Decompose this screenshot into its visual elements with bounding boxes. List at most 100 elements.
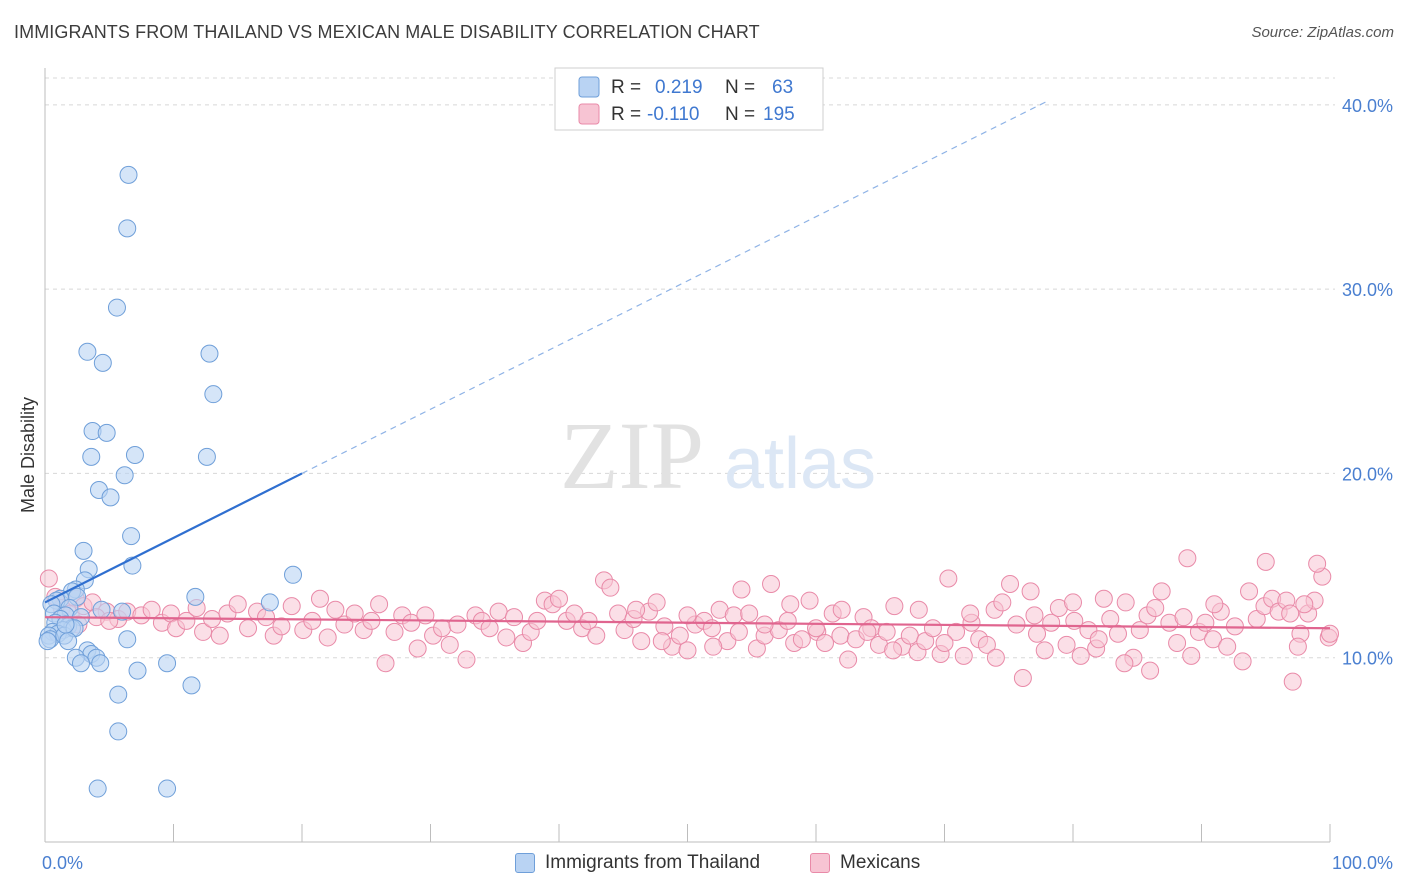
data-point-thailand — [71, 654, 90, 673]
data-point-mexicans — [1308, 554, 1327, 573]
data-point-thailand — [97, 423, 116, 442]
data-point-mexicans — [670, 626, 689, 645]
data-point-mexicans — [609, 604, 628, 623]
data-point-mexicans — [210, 626, 229, 645]
trend-line-thailand — [44, 472, 303, 604]
legend-r-label: R = — [611, 104, 641, 125]
data-point-mexicans — [1035, 641, 1054, 660]
data-point-mexicans — [1028, 624, 1047, 643]
legend-label-thailand: Immigrants from Thailand — [545, 852, 761, 873]
data-point-mexicans — [1108, 624, 1127, 643]
data-point-mexicans — [433, 619, 452, 638]
data-point-thailand — [93, 353, 112, 372]
data-point-mexicans — [505, 608, 524, 627]
data-point-mexicans — [303, 611, 322, 630]
data-point-mexicans — [986, 648, 1005, 667]
data-point-thailand — [59, 632, 78, 651]
data-point-thailand — [115, 466, 134, 485]
source-credit: Source: ZipAtlas.com — [1251, 24, 1394, 41]
data-point-mexicans — [1001, 575, 1020, 593]
data-point-mexicans — [318, 628, 337, 647]
data-point-mexicans — [939, 569, 958, 588]
data-point-mexicans — [1013, 668, 1032, 687]
bottom-legend: Immigrants from Thailand Mexicans — [0, 852, 1406, 876]
data-point-mexicans — [1256, 552, 1275, 571]
data-point-mexicans — [177, 611, 196, 630]
data-point-mexicans — [587, 626, 606, 645]
data-point-mexicans — [457, 650, 476, 669]
data-point-mexicans — [1218, 637, 1237, 656]
legend-n-label: N = — [725, 77, 755, 98]
data-point-mexicans — [1101, 610, 1120, 629]
data-point-mexicans — [632, 632, 651, 651]
data-point-mexicans — [1064, 593, 1082, 612]
data-point-thailand — [91, 654, 110, 673]
data-point-thailand — [74, 541, 93, 560]
data-point-mexicans — [655, 617, 674, 636]
trend-lines — [44, 100, 1331, 630]
data-point-thailand — [78, 342, 97, 361]
data-point-mexicans — [1281, 604, 1300, 623]
data-point-mexicans — [792, 630, 811, 649]
data-point-mexicans — [652, 632, 671, 651]
data-point-mexicans — [1295, 595, 1314, 614]
data-point-mexicans — [858, 622, 877, 641]
data-point-mexicans — [1116, 593, 1135, 612]
data-point-thailand — [109, 722, 128, 741]
data-point-mexicans — [1174, 608, 1193, 627]
data-point-mexicans — [732, 580, 751, 599]
data-point-mexicans — [1152, 582, 1171, 601]
legend-item-mexicans: Mexicans — [810, 852, 920, 874]
data-point-mexicans — [954, 646, 973, 665]
data-point-mexicans — [947, 622, 966, 641]
data-point-mexicans — [755, 615, 774, 634]
data-point-mexicans — [402, 613, 421, 632]
data-point-mexicans — [961, 604, 980, 623]
axes — [44, 68, 1331, 843]
data-point-mexicans — [480, 619, 499, 638]
data-point-mexicans — [678, 641, 697, 660]
data-point-mexicans — [1204, 630, 1223, 649]
data-point-thailand — [107, 298, 126, 317]
data-point-thailand — [88, 779, 107, 798]
data-point-mexicans — [1168, 633, 1187, 652]
data-point-mexicans — [900, 626, 919, 645]
data-point-thailand — [204, 385, 223, 404]
data-point-mexicans — [550, 589, 568, 608]
data-point-mexicans — [1205, 595, 1224, 614]
data-point-mexicans — [440, 635, 459, 654]
data-point-mexicans — [935, 633, 954, 652]
data-point-thailand — [182, 676, 201, 695]
data-point-mexicans — [257, 608, 276, 627]
data-point-mexicans — [601, 578, 620, 597]
watermark-atlas: atlas — [724, 424, 876, 504]
data-point-mexicans — [647, 593, 666, 612]
data-point-thailand — [118, 219, 137, 238]
data-point-mexicans — [1288, 637, 1307, 656]
data-point-mexicans — [228, 595, 247, 614]
data-point-mexicans — [923, 619, 942, 638]
data-point-mexicans — [1115, 654, 1134, 673]
data-point-mexicans — [807, 619, 825, 638]
legend-n-value: 195 — [763, 104, 795, 125]
x-tick-labels: 0.0% 100.0% — [42, 853, 1393, 873]
data-point-mexicans — [39, 569, 58, 588]
data-point-mexicans — [1182, 646, 1201, 665]
data-point-mexicans — [909, 600, 928, 619]
thailand-points — [38, 165, 303, 798]
legend-n-label: N = — [725, 104, 755, 125]
data-point-mexicans — [385, 622, 404, 641]
data-point-thailand — [260, 593, 279, 612]
data-point-thailand — [200, 344, 219, 363]
legend-swatch-thailand — [515, 853, 535, 873]
data-point-mexicans — [832, 600, 851, 619]
legend-box: R = 0.219 N = 63 R = -0.110 N = 195 — [554, 67, 824, 131]
data-point-thailand — [128, 661, 147, 680]
data-point-mexicans — [977, 635, 996, 654]
trend-line-mexicans — [44, 616, 1331, 630]
data-point-thailand — [56, 615, 75, 634]
legend-swatch-thailand — [578, 76, 600, 98]
chart-title: IMMIGRANTS FROM THAILAND VS MEXICAN MALE… — [14, 22, 760, 42]
data-point-mexicans — [800, 591, 819, 610]
